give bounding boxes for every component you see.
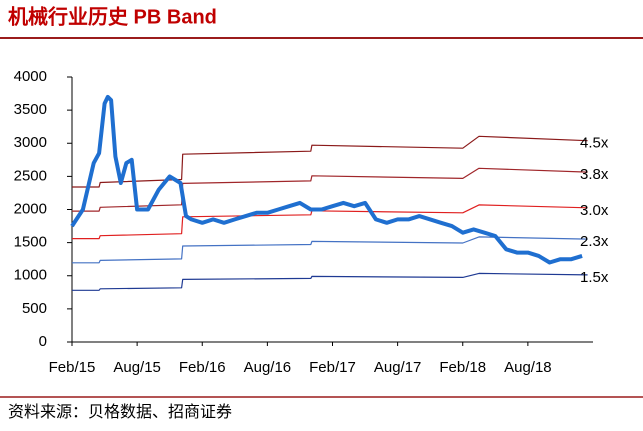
band-label: 3.0x <box>580 202 609 219</box>
y-tick-label: 1500 <box>14 234 47 251</box>
x-tick-label: Feb/16 <box>179 359 226 376</box>
series-line <box>70 94 583 265</box>
x-tick-label: Feb/15 <box>49 359 96 376</box>
band-label: 1.5x <box>580 269 609 286</box>
x-tick-label: Aug/16 <box>244 359 292 376</box>
y-tick-label: 2000 <box>14 200 47 217</box>
source: 资料来源：贝格数据、招商证券 <box>8 403 232 421</box>
band-label: 4.5x <box>580 135 609 152</box>
y-tick-label: 500 <box>22 300 47 317</box>
series-line <box>72 272 588 291</box>
x-tick-label: Aug/15 <box>113 359 161 376</box>
y-tick-label: 4000 <box>14 68 47 85</box>
band-label: 2.3x <box>580 233 609 250</box>
y-tick-label: 3000 <box>14 134 47 151</box>
x-tick-label: Feb/17 <box>309 359 356 376</box>
x-tick-label: Feb/18 <box>439 359 486 376</box>
series-line <box>72 135 588 188</box>
band-label: 3.8x <box>580 166 609 183</box>
y-tick-label: 2500 <box>14 167 47 184</box>
y-tick-label: 1000 <box>14 267 47 284</box>
y-tick-label: 3500 <box>14 101 47 118</box>
y-tick-label: 0 <box>39 333 47 350</box>
chart-title: 机械行业历史 PB Band <box>8 4 217 28</box>
series-line <box>72 236 588 264</box>
x-tick-label: Aug/18 <box>504 359 552 376</box>
series-line <box>72 167 588 212</box>
x-tick-label: Aug/17 <box>374 359 422 376</box>
